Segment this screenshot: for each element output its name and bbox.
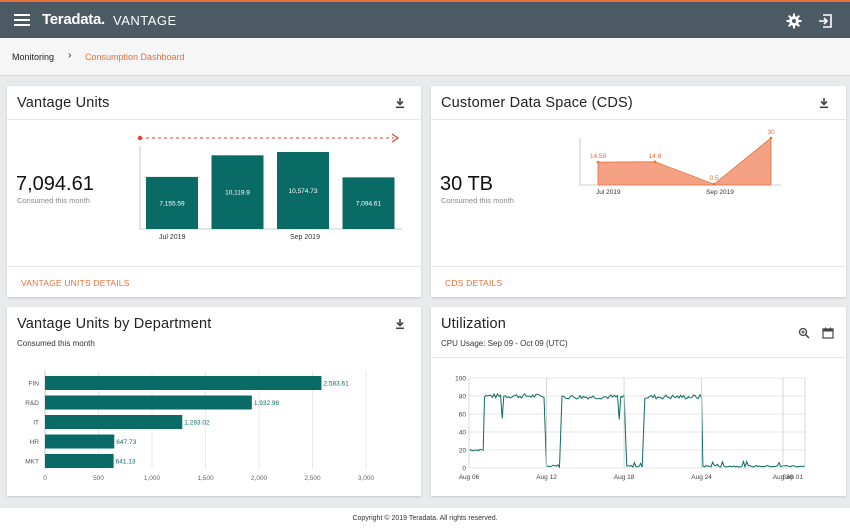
divider — [431, 266, 846, 267]
bar-value-label: 1,283.02 — [184, 420, 210, 427]
category-label: HR — [30, 439, 40, 446]
tick-label: Jul 2019 — [159, 234, 186, 241]
department-chart: FIN 2,583.61 R&D 1,932.98 IT 1,283.02 HR 647.73… — [25, 371, 375, 482]
cds-chart: 14.59 14.8 0.5 30 Jul 2019 Sep 2019 — [579, 129, 781, 196]
x-tick-label: 1,500 — [197, 475, 214, 482]
cpu-usage-line — [468, 392, 806, 469]
utilization-chart: 0 20 40 60 80 100 Aug 06 Aug 12 Aug 18 Aug 24 Aug… — [455, 375, 806, 481]
bar[interactable] — [45, 376, 322, 390]
vantage-units-value-label: Consumed this month — [17, 196, 90, 205]
reference-line-arrow-icon — [391, 133, 400, 143]
x-tick-label: 3,000 — [358, 475, 375, 482]
card-subtitle: CPU Usage: Sep 09 - Oct 09 (UTC) — [441, 339, 568, 348]
breadcrumb-monitoring[interactable]: Monitoring — [12, 52, 55, 62]
bar[interactable] — [45, 434, 115, 449]
category-label: IT — [33, 420, 39, 427]
bar-value-label: 7,155.59 — [159, 200, 185, 207]
divider — [7, 266, 421, 267]
card-subtitle: Consumed this month — [17, 339, 95, 348]
bar[interactable] — [45, 395, 252, 410]
bar-value-label: 10,119.9 — [225, 190, 250, 197]
card-title: Customer Data Space (CDS) — [441, 95, 633, 111]
x-tick-label: Aug 24 — [691, 474, 712, 481]
tick-label: Sep 2019 — [706, 189, 734, 196]
menu-icon[interactable] — [14, 14, 30, 26]
zoom-icon[interactable] — [798, 327, 810, 339]
bar-value-label: 1,932.98 — [254, 400, 280, 407]
data-point[interactable] — [712, 182, 716, 186]
vantage-units-card: Vantage Units 7,094.61 Consumed this mon… — [7, 86, 421, 297]
x-tick-label: 0 — [43, 475, 47, 482]
card-title: Vantage Units by Department — [17, 316, 212, 332]
vantage-units-chart: 7,155.59 10,119.9 10,574.73 7,094.61 Jul 20… — [137, 133, 402, 241]
x-tick-label: 2,000 — [251, 475, 268, 482]
divider — [431, 357, 846, 358]
download-icon[interactable] — [394, 97, 406, 109]
x-tick-label: Aug 06 — [459, 474, 480, 481]
calendar-icon[interactable] — [822, 327, 834, 339]
product-name: VANTAGE — [113, 13, 177, 28]
cds-details-link[interactable]: CDS DETAILS — [445, 278, 503, 288]
y-tick-label: 40 — [459, 429, 467, 436]
x-tick-label: Sep 01 — [782, 474, 803, 481]
cds-value-label: Consumed this month — [441, 196, 514, 205]
download-icon[interactable] — [394, 318, 406, 330]
bar[interactable] — [342, 177, 395, 229]
bar-value-label: 10,574.73 — [289, 188, 318, 195]
department-card: Vantage Units by Department Consumed thi… — [7, 307, 421, 496]
bar-value-label: 7,094.61 — [356, 201, 382, 208]
y-tick-label: 20 — [459, 447, 467, 454]
bar[interactable] — [277, 152, 329, 229]
reference-line-marker — [137, 135, 143, 141]
category-label: MKT — [25, 459, 39, 466]
data-label: 14.59 — [590, 153, 607, 160]
bar-value-label: 641.13 — [116, 459, 136, 466]
cds-card: Customer Data Space (CDS) 30 TB Consumed… — [431, 86, 846, 297]
y-tick-label: 0 — [462, 465, 466, 472]
y-tick-label: 60 — [459, 411, 467, 418]
bar[interactable] — [211, 155, 264, 229]
bar[interactable] — [45, 415, 183, 429]
data-label: 14.8 — [649, 153, 662, 160]
cds-value: 30 TB — [440, 173, 493, 195]
vantage-units-value: 7,094.61 — [16, 173, 94, 195]
data-label: 0.5 — [709, 175, 718, 182]
logout-icon[interactable] — [817, 13, 833, 29]
top-bar: Teradata. VANTAGE — [0, 0, 850, 38]
bar[interactable] — [146, 176, 198, 229]
data-point[interactable] — [653, 160, 657, 164]
divider — [431, 119, 846, 120]
breadcrumb-current: Consumption Dashboard — [85, 52, 185, 62]
data-point[interactable] — [596, 160, 600, 164]
tick-label: Jul 2019 — [596, 189, 621, 196]
card-title: Vantage Units — [17, 95, 110, 111]
x-tick-label: 500 — [93, 475, 104, 482]
footer: Copyright © 2019 Teradata. All rights re… — [0, 508, 850, 529]
x-tick-label: Aug 18 — [614, 474, 635, 481]
category-label: R&D — [25, 400, 39, 407]
bar-value-label: 2,583.61 — [323, 381, 349, 388]
utilization-card: Utilization CPU Usage: Sep 09 - Oct 09 (… — [431, 307, 846, 496]
bar[interactable] — [45, 454, 114, 468]
x-tick-label: 1,000 — [144, 475, 161, 482]
brand-logo: Teradata. — [42, 11, 105, 28]
category-label: FIN — [29, 381, 40, 388]
divider — [7, 119, 421, 120]
x-tick-label: Aug 12 — [536, 474, 557, 481]
data-point[interactable] — [769, 136, 773, 140]
bar-value-label: 647.73 — [116, 439, 136, 446]
data-label: 30 — [767, 129, 775, 136]
card-title: Utilization — [441, 316, 507, 332]
vantage-units-details-link[interactable]: VANTAGE UNITS DETAILS — [21, 278, 130, 288]
gear-icon[interactable] — [786, 13, 802, 29]
breadcrumb: Monitoring › Consumption Dashboard — [0, 38, 850, 76]
y-tick-label: 80 — [459, 393, 467, 400]
x-tick-label: Aug 30 — [773, 474, 794, 481]
tick-label: Sep 2019 — [290, 234, 320, 241]
download-icon[interactable] — [818, 97, 830, 109]
x-tick-label: 2,500 — [304, 475, 321, 482]
breadcrumb-separator-icon: › — [68, 50, 72, 61]
y-tick-label: 100 — [455, 375, 466, 382]
cds-area-series — [597, 137, 772, 186]
